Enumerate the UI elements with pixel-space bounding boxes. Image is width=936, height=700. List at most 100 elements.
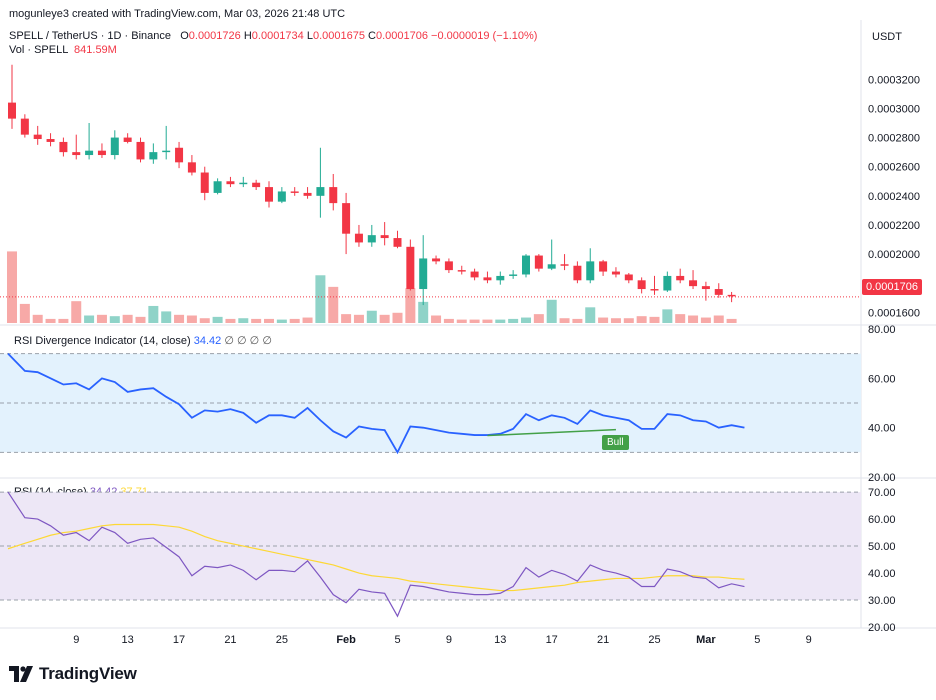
high-label: H [243,30,252,42]
volume-bar [521,317,531,323]
volume-bar [495,319,506,323]
time-axis-tick: 9 [446,634,452,646]
volume-bar [610,318,621,323]
candle-body [316,187,325,196]
candle-body [727,294,736,297]
volume-bar [135,316,146,323]
candle-body [470,271,479,278]
candle-body [663,275,672,291]
volume-bar [366,310,377,323]
candle-body [303,192,312,196]
time-axis-tick: 13 [122,634,134,646]
rsi-divergence-axis-tick: 80.00 [868,324,896,336]
volume-bar [122,314,133,323]
tradingview-logo-icon [9,666,33,682]
time-axis-tick: 9 [806,634,812,646]
candle-body [534,255,543,269]
volume-bar [84,315,95,323]
candle-body [354,233,363,243]
candle-body [20,118,29,135]
time-axis-tick: Mar [696,634,716,646]
volume-bar [264,318,274,323]
volume-bar [186,315,197,323]
volume-bar [392,312,403,323]
volume-bar [174,314,185,323]
candle-body [406,246,415,290]
candle-body [457,270,466,272]
close-label: C [368,30,376,42]
candle-body [265,187,273,202]
price-axis-tick: 0.0003200 [868,74,920,86]
volume-bar [71,301,82,323]
volume-bar [32,314,43,323]
low-value: 0.0001675 [312,30,365,42]
volume-bar [19,303,30,323]
rsi-axis-tick: 40.00 [868,568,896,580]
volume-bar [96,314,107,323]
volume-bar [405,288,416,323]
volume-bar [456,319,467,323]
volume-bar [598,317,609,323]
volume-bar [58,318,69,323]
chart-canvas[interactable]: 0.0003200 0.0003000 0.0002800 0.0002600 0.00… [0,0,936,660]
candle-body [329,187,338,204]
time-axis-tick: 9 [73,634,79,646]
candle-body [586,261,595,281]
candle-body [200,172,209,193]
candle-body [701,286,710,290]
candle-body [367,235,376,243]
created-by-text: mogunleye3 created with TradingView.com,… [9,8,346,20]
rsi-ma-line [7,523,745,592]
candle-body [239,182,248,185]
volume-bar [546,299,557,323]
candle-body [573,265,582,281]
high-value: 0.0001734 [251,30,304,42]
change-value: −0.0000019 (−1.10%) [431,30,538,42]
volume-bar [482,319,493,323]
time-axis-tick: 17 [173,634,185,646]
time-axis-tick: 25 [276,634,288,646]
volume-bar [559,318,570,323]
volume-bar [238,318,249,323]
volume-bar [585,307,596,323]
candle-body [59,141,68,153]
volume-bar [341,314,352,323]
volume-bar [109,316,120,323]
time-axis-tick: 5 [754,634,760,646]
volume-bar [623,318,634,323]
candle-body [226,181,235,185]
candle-body [650,289,659,291]
candle-body [714,289,723,295]
candle-body [419,258,428,290]
last-price-badge: 0.0001706 [862,279,922,295]
candle-body [33,134,42,140]
candle-body [560,264,569,266]
volume-bar [700,317,711,323]
volume-bar [302,317,313,323]
tradingview-logo[interactable]: TradingView [9,664,137,684]
candle-body [676,275,685,281]
candle-body [175,147,184,163]
price-axis-tick: 0.0002600 [868,162,920,174]
volume-label: Vol · SPELL [9,44,68,56]
time-axis-tick: 13 [494,634,506,646]
low-label: L [306,30,313,42]
rsi-divergence-value: 34.42 [193,335,222,347]
open-label: O [180,30,189,42]
candle-body [380,235,389,239]
volume-bar [649,316,660,323]
symbol-legend: SPELL / TetherUS · 1D · Binance O0.00017… [9,30,537,42]
candle-body [637,280,646,290]
rsi-axis-tick: 70.00 [868,487,896,499]
candle-body [46,139,55,142]
rsi-divergence-extra-1: ∅ [237,335,247,347]
candle-body [393,238,402,247]
candle-body [85,150,94,156]
candle-body [496,275,505,281]
volume-bar [199,318,210,323]
rsi-axis-tick: 50.00 [868,541,896,553]
volume-bar [726,318,737,323]
rsi-divergence-legend: RSI Divergence Indicator (14, close) 34.… [14,334,272,347]
candle-body [483,277,492,281]
time-axis-tick: 21 [597,634,609,646]
